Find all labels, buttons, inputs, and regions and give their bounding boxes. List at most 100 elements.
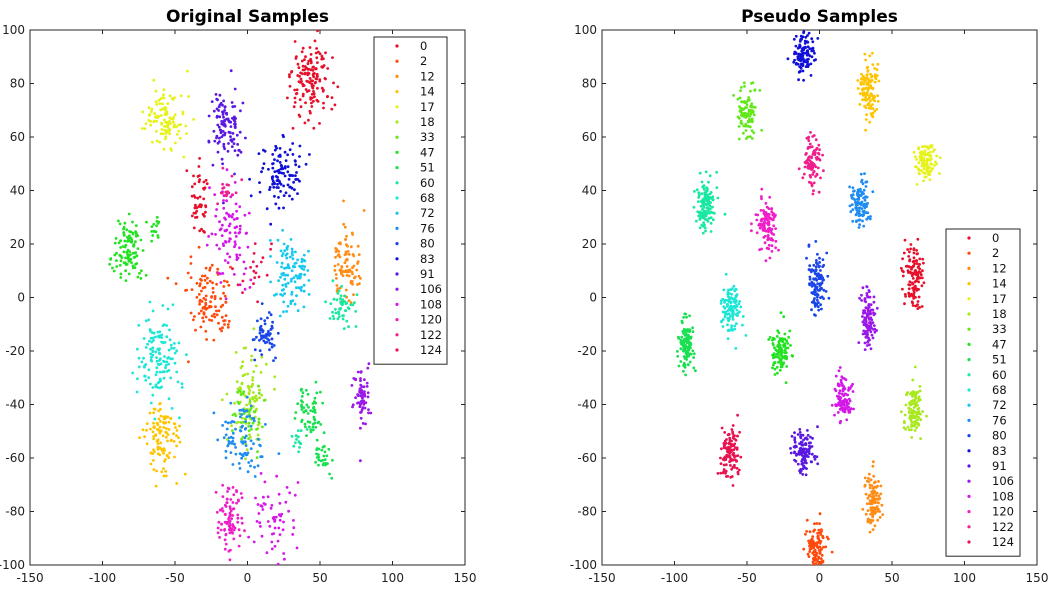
data-point <box>855 206 858 210</box>
data-point <box>227 142 230 145</box>
data-point <box>928 178 932 182</box>
data-point <box>289 238 293 241</box>
data-point <box>719 302 723 305</box>
data-point <box>799 38 802 42</box>
data-point <box>903 238 907 242</box>
series-12 <box>333 199 366 305</box>
data-point <box>867 304 870 308</box>
data-point <box>224 521 228 524</box>
series-12 <box>861 460 885 534</box>
data-point <box>230 527 234 531</box>
data-point <box>168 328 171 332</box>
data-point <box>164 435 168 439</box>
y-tick-label: 40 <box>10 184 25 198</box>
data-point <box>869 112 873 115</box>
data-point <box>220 398 224 402</box>
data-point <box>920 276 924 280</box>
data-point <box>175 429 179 432</box>
data-point <box>293 88 297 92</box>
data-point <box>230 138 233 142</box>
data-point <box>784 357 787 360</box>
data-point <box>907 291 911 295</box>
data-point <box>871 115 875 119</box>
data-point <box>870 495 874 499</box>
data-point <box>858 223 861 227</box>
data-point <box>809 539 813 543</box>
data-point <box>231 213 235 216</box>
data-point <box>252 370 256 374</box>
data-point <box>860 299 863 302</box>
data-point <box>820 554 824 557</box>
data-point <box>760 195 763 198</box>
data-point <box>858 92 862 96</box>
data-point <box>162 376 166 380</box>
data-point <box>727 295 730 299</box>
data-point <box>310 79 313 83</box>
data-point <box>219 297 223 300</box>
data-point <box>290 277 293 281</box>
data-point <box>237 149 241 152</box>
data-point <box>152 78 156 82</box>
data-point <box>222 244 226 248</box>
data-point <box>804 473 808 477</box>
data-point <box>153 119 156 123</box>
data-point <box>226 261 230 265</box>
data-point <box>703 223 706 227</box>
data-point <box>799 66 803 70</box>
legend-marker <box>967 312 971 316</box>
data-point <box>151 452 155 455</box>
data-point <box>174 141 177 145</box>
data-point <box>148 300 152 304</box>
legend-marker <box>967 282 971 286</box>
data-point <box>821 258 825 261</box>
data-point <box>916 273 920 277</box>
data-point <box>798 43 802 47</box>
data-point <box>813 51 816 55</box>
data-point <box>290 197 294 201</box>
data-point <box>224 297 228 301</box>
data-point <box>361 422 365 425</box>
data-point <box>334 255 337 259</box>
data-point <box>206 276 209 280</box>
data-point <box>117 241 121 245</box>
data-point <box>817 566 820 569</box>
data-point <box>922 281 926 285</box>
data-point <box>807 53 810 56</box>
data-point <box>849 210 853 214</box>
legend-entry: 33 <box>992 322 1007 336</box>
data-point <box>223 528 226 532</box>
data-point <box>817 537 821 540</box>
data-point <box>278 533 282 536</box>
data-point <box>303 259 307 263</box>
data-point <box>863 172 866 176</box>
data-point <box>750 129 754 133</box>
data-point <box>790 354 794 357</box>
data-point <box>837 401 841 405</box>
data-point <box>198 302 202 306</box>
data-point <box>909 408 913 411</box>
data-point <box>731 484 735 487</box>
data-point <box>870 107 873 110</box>
data-point <box>253 276 257 279</box>
legend-entry: 91 <box>992 459 1007 473</box>
data-point <box>222 201 225 205</box>
data-point <box>264 423 267 426</box>
legend-marker <box>967 251 971 255</box>
data-point <box>229 125 233 128</box>
data-point <box>866 211 870 215</box>
data-point <box>810 537 814 541</box>
data-point <box>871 63 875 66</box>
data-point <box>914 304 917 308</box>
data-point <box>300 408 304 411</box>
data-point <box>911 277 915 280</box>
data-point <box>201 274 204 278</box>
data-point <box>822 278 825 282</box>
data-point <box>151 346 155 350</box>
data-point <box>344 250 348 254</box>
data-point <box>161 102 164 106</box>
data-point <box>811 584 814 587</box>
data-point <box>162 447 166 450</box>
data-point <box>817 301 820 304</box>
data-point <box>318 79 322 83</box>
series-91 <box>207 69 247 205</box>
